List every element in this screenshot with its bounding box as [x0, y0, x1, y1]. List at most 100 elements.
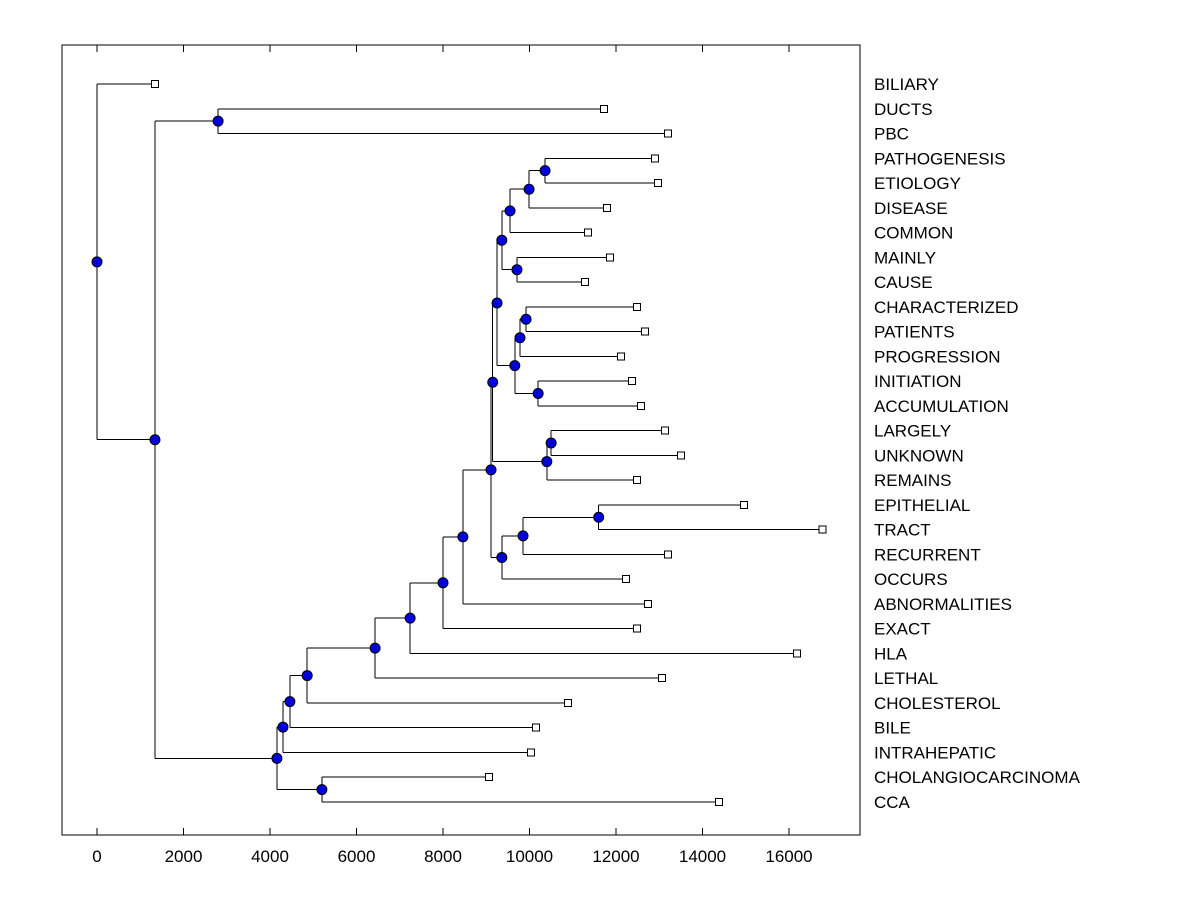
- leaf-marker: [632, 624, 641, 633]
- leaf-marker: [657, 674, 666, 683]
- internal-node-marker: [491, 297, 503, 309]
- leaf-label: CAUSE: [874, 273, 933, 292]
- internal-node-marker: [532, 387, 544, 399]
- axes-box: [61, 44, 861, 836]
- leaf-label: DUCTS: [874, 100, 933, 119]
- leaf-label: ACCUMULATION: [874, 397, 1009, 416]
- leaf-marker: [526, 748, 535, 757]
- internal-node-marker: [437, 577, 449, 589]
- internal-node-marker: [593, 511, 605, 523]
- leaf-marker: [605, 253, 614, 262]
- internal-node-marker: [539, 165, 551, 177]
- x-tick-label: 0: [92, 847, 101, 866]
- leaf-label: RECURRENT: [874, 545, 981, 564]
- leaf-label: CHOLESTEROL: [874, 694, 1001, 713]
- leaf-label: DISEASE: [874, 199, 948, 218]
- leaf-label: TRACT: [874, 521, 931, 540]
- internal-node-marker: [514, 332, 526, 344]
- leaf-marker: [663, 550, 672, 559]
- internal-node-marker: [271, 752, 283, 764]
- leaf-marker: [818, 525, 827, 534]
- leaf-marker: [792, 649, 801, 658]
- internal-node-marker: [504, 205, 516, 217]
- leaf-marker: [740, 500, 749, 509]
- leaf-marker: [676, 451, 685, 460]
- leaf-marker: [602, 203, 611, 212]
- x-tick-label: 8000: [424, 847, 462, 866]
- leaf-marker: [660, 426, 669, 435]
- leaf-label: BILE: [874, 719, 911, 738]
- leaf-label: INITIATION: [874, 372, 962, 391]
- leaf-label: LARGELY: [874, 422, 951, 441]
- leaf-label: UNKNOWN: [874, 446, 964, 465]
- internal-node-marker: [404, 612, 416, 624]
- x-tick-label: 16000: [765, 847, 812, 866]
- leaf-marker: [637, 401, 646, 410]
- x-tick-label: 14000: [679, 847, 726, 866]
- leaf-marker: [632, 302, 641, 311]
- internal-node-marker: [509, 360, 521, 372]
- leaf-marker: [616, 352, 625, 361]
- internal-node-marker: [545, 437, 557, 449]
- internal-node-marker: [485, 464, 497, 476]
- internal-node-marker: [316, 784, 328, 796]
- internal-node-marker: [212, 115, 224, 127]
- x-tick-label: 2000: [165, 847, 203, 866]
- internal-node-marker: [496, 552, 508, 564]
- leaf-marker: [563, 698, 572, 707]
- leaf-label: PBC: [874, 125, 909, 144]
- leaf-label: ABNORMALITIES: [874, 595, 1012, 614]
- leaf-label: BILIARY: [874, 75, 939, 94]
- leaf-label: ETIOLOGY: [874, 174, 961, 193]
- leaf-marker: [653, 179, 662, 188]
- leaf-marker: [484, 773, 493, 782]
- leaf-label: PATHOGENESIS: [874, 149, 1006, 168]
- leaf-marker: [628, 377, 637, 386]
- leaf-marker: [150, 80, 159, 88]
- leaf-label: MAINLY: [874, 248, 936, 267]
- leaf-label: HLA: [874, 644, 908, 663]
- leaf-label: CHOLANGIOCARCINOMA: [874, 768, 1081, 787]
- leaf-label: REMAINS: [874, 471, 951, 490]
- leaf-label: OCCURS: [874, 570, 948, 589]
- internal-node-marker: [284, 696, 296, 708]
- leaf-marker: [583, 228, 592, 237]
- leaf-label: PATIENTS: [874, 323, 955, 342]
- x-tick-label: 10000: [506, 847, 553, 866]
- leaf-marker: [714, 797, 723, 806]
- leaf-marker: [599, 104, 608, 113]
- internal-node-marker: [541, 456, 553, 468]
- leaf-label: CHARACTERIZED: [874, 298, 1019, 317]
- leaf-marker: [644, 599, 653, 608]
- internal-node-marker: [301, 670, 313, 682]
- internal-node-marker: [369, 642, 381, 654]
- x-tick-label: 4000: [251, 847, 289, 866]
- x-tick-label: 12000: [592, 847, 639, 866]
- leaf-marker: [640, 327, 649, 336]
- internal-node-marker: [520, 313, 532, 325]
- leaf-marker: [531, 723, 540, 732]
- leaf-label: EPITHELIAL: [874, 496, 970, 515]
- leaf-marker: [663, 129, 672, 138]
- leaf-label: CCA: [874, 793, 911, 812]
- leaf-marker: [580, 278, 589, 287]
- internal-node-marker: [496, 234, 508, 246]
- internal-node-marker: [457, 531, 469, 543]
- internal-node-marker: [487, 376, 499, 388]
- internal-node-marker: [149, 434, 161, 446]
- leaf-label: LETHAL: [874, 669, 938, 688]
- leaf-label: PROGRESSION: [874, 347, 1001, 366]
- leaf-marker: [632, 476, 641, 485]
- leaf-marker: [621, 575, 630, 584]
- internal-node-marker: [523, 183, 535, 195]
- internal-node-marker: [91, 256, 103, 268]
- x-tick-label: 6000: [338, 847, 376, 866]
- leaf-label: INTRAHEPATIC: [874, 743, 996, 762]
- internal-node-marker: [517, 530, 529, 542]
- internal-node-marker: [277, 721, 289, 733]
- leaf-label: COMMON: [874, 224, 953, 243]
- leaf-label: EXACT: [874, 620, 931, 639]
- leaf-marker: [650, 154, 659, 163]
